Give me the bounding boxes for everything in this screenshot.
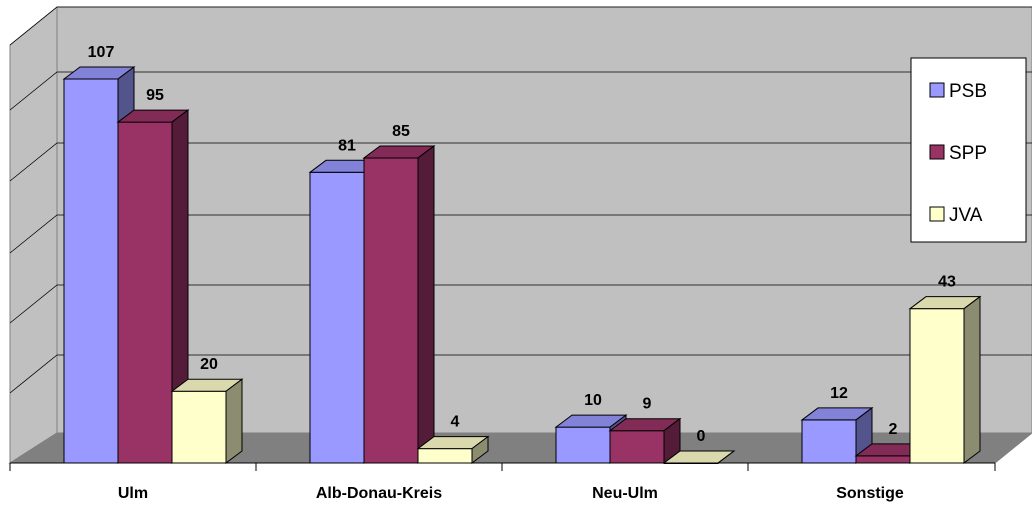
bar-side [717, 450, 735, 464]
bar-JVA-Neu-Ulm [662, 450, 736, 464]
data-label: 4 [451, 414, 460, 431]
category-label: Sonstige [836, 485, 904, 502]
bar-front [363, 157, 419, 464]
bar-front [117, 121, 173, 464]
bar-JVA-Sonstige [908, 295, 982, 464]
legend-swatch [929, 144, 945, 160]
bar-side [963, 295, 981, 464]
data-label: 20 [200, 356, 218, 373]
bar-front [801, 419, 857, 464]
data-label: 0 [697, 428, 706, 445]
gridline [9, 284, 1032, 324]
data-label: 81 [338, 137, 356, 154]
data-label: 12 [830, 385, 848, 402]
data-label: 95 [146, 87, 164, 104]
bar-JVA-Alb-Donau-Kreis [416, 435, 490, 464]
bar-JVA-Ulm [170, 378, 244, 464]
gridline [9, 142, 1032, 182]
legend-label: SPP [949, 143, 987, 164]
legend-swatch [929, 206, 945, 222]
data-label: 9 [643, 396, 652, 413]
gridline [9, 6, 1032, 46]
data-label: 2 [889, 421, 898, 438]
bar-front [309, 171, 365, 464]
legend-item-SPP: SPP [929, 143, 987, 164]
data-label: 107 [88, 44, 115, 61]
bar-front [555, 426, 611, 464]
gridline [9, 214, 1032, 254]
bar-front [909, 308, 965, 464]
legend: PSB SPP JVA [910, 57, 1027, 243]
bar-side [471, 435, 489, 464]
data-label: 43 [938, 274, 956, 291]
data-labels: 107 81 10 12 95 85 9 2 20 4 0 43 [88, 44, 956, 445]
category-label: Ulm [118, 485, 148, 502]
bar-front [171, 390, 227, 464]
category-label: Neu-Ulm [592, 485, 658, 502]
gridline [9, 71, 1032, 111]
gridline [9, 354, 1032, 394]
bar-side [225, 378, 243, 464]
data-label: 10 [584, 392, 602, 409]
bar-front [417, 448, 473, 464]
side-wall [9, 5, 58, 464]
bar-front [855, 455, 911, 464]
legend-label: PSB [949, 81, 987, 102]
legend-item-JVA: JVA [929, 205, 983, 226]
legend-label: JVA [949, 205, 983, 226]
data-label: 85 [392, 123, 410, 140]
chart-walls [8, 5, 1032, 464]
bar-front [63, 78, 119, 464]
bars [62, 66, 982, 464]
legend-item-PSB: PSB [929, 81, 987, 102]
bar-front [609, 430, 665, 464]
legend-swatch [929, 82, 945, 98]
category-label: Alb-Donau-Kreis [316, 485, 442, 502]
bar-SPP-Alb-Donau-Kreis [362, 144, 436, 464]
category-labels: Ulm Alb-Donau-Kreis Neu-Ulm Sonstige [118, 485, 904, 502]
bar-SPP-Ulm [116, 109, 190, 464]
bar-side [417, 144, 435, 464]
bar-SPP-Neu-Ulm [608, 417, 682, 464]
